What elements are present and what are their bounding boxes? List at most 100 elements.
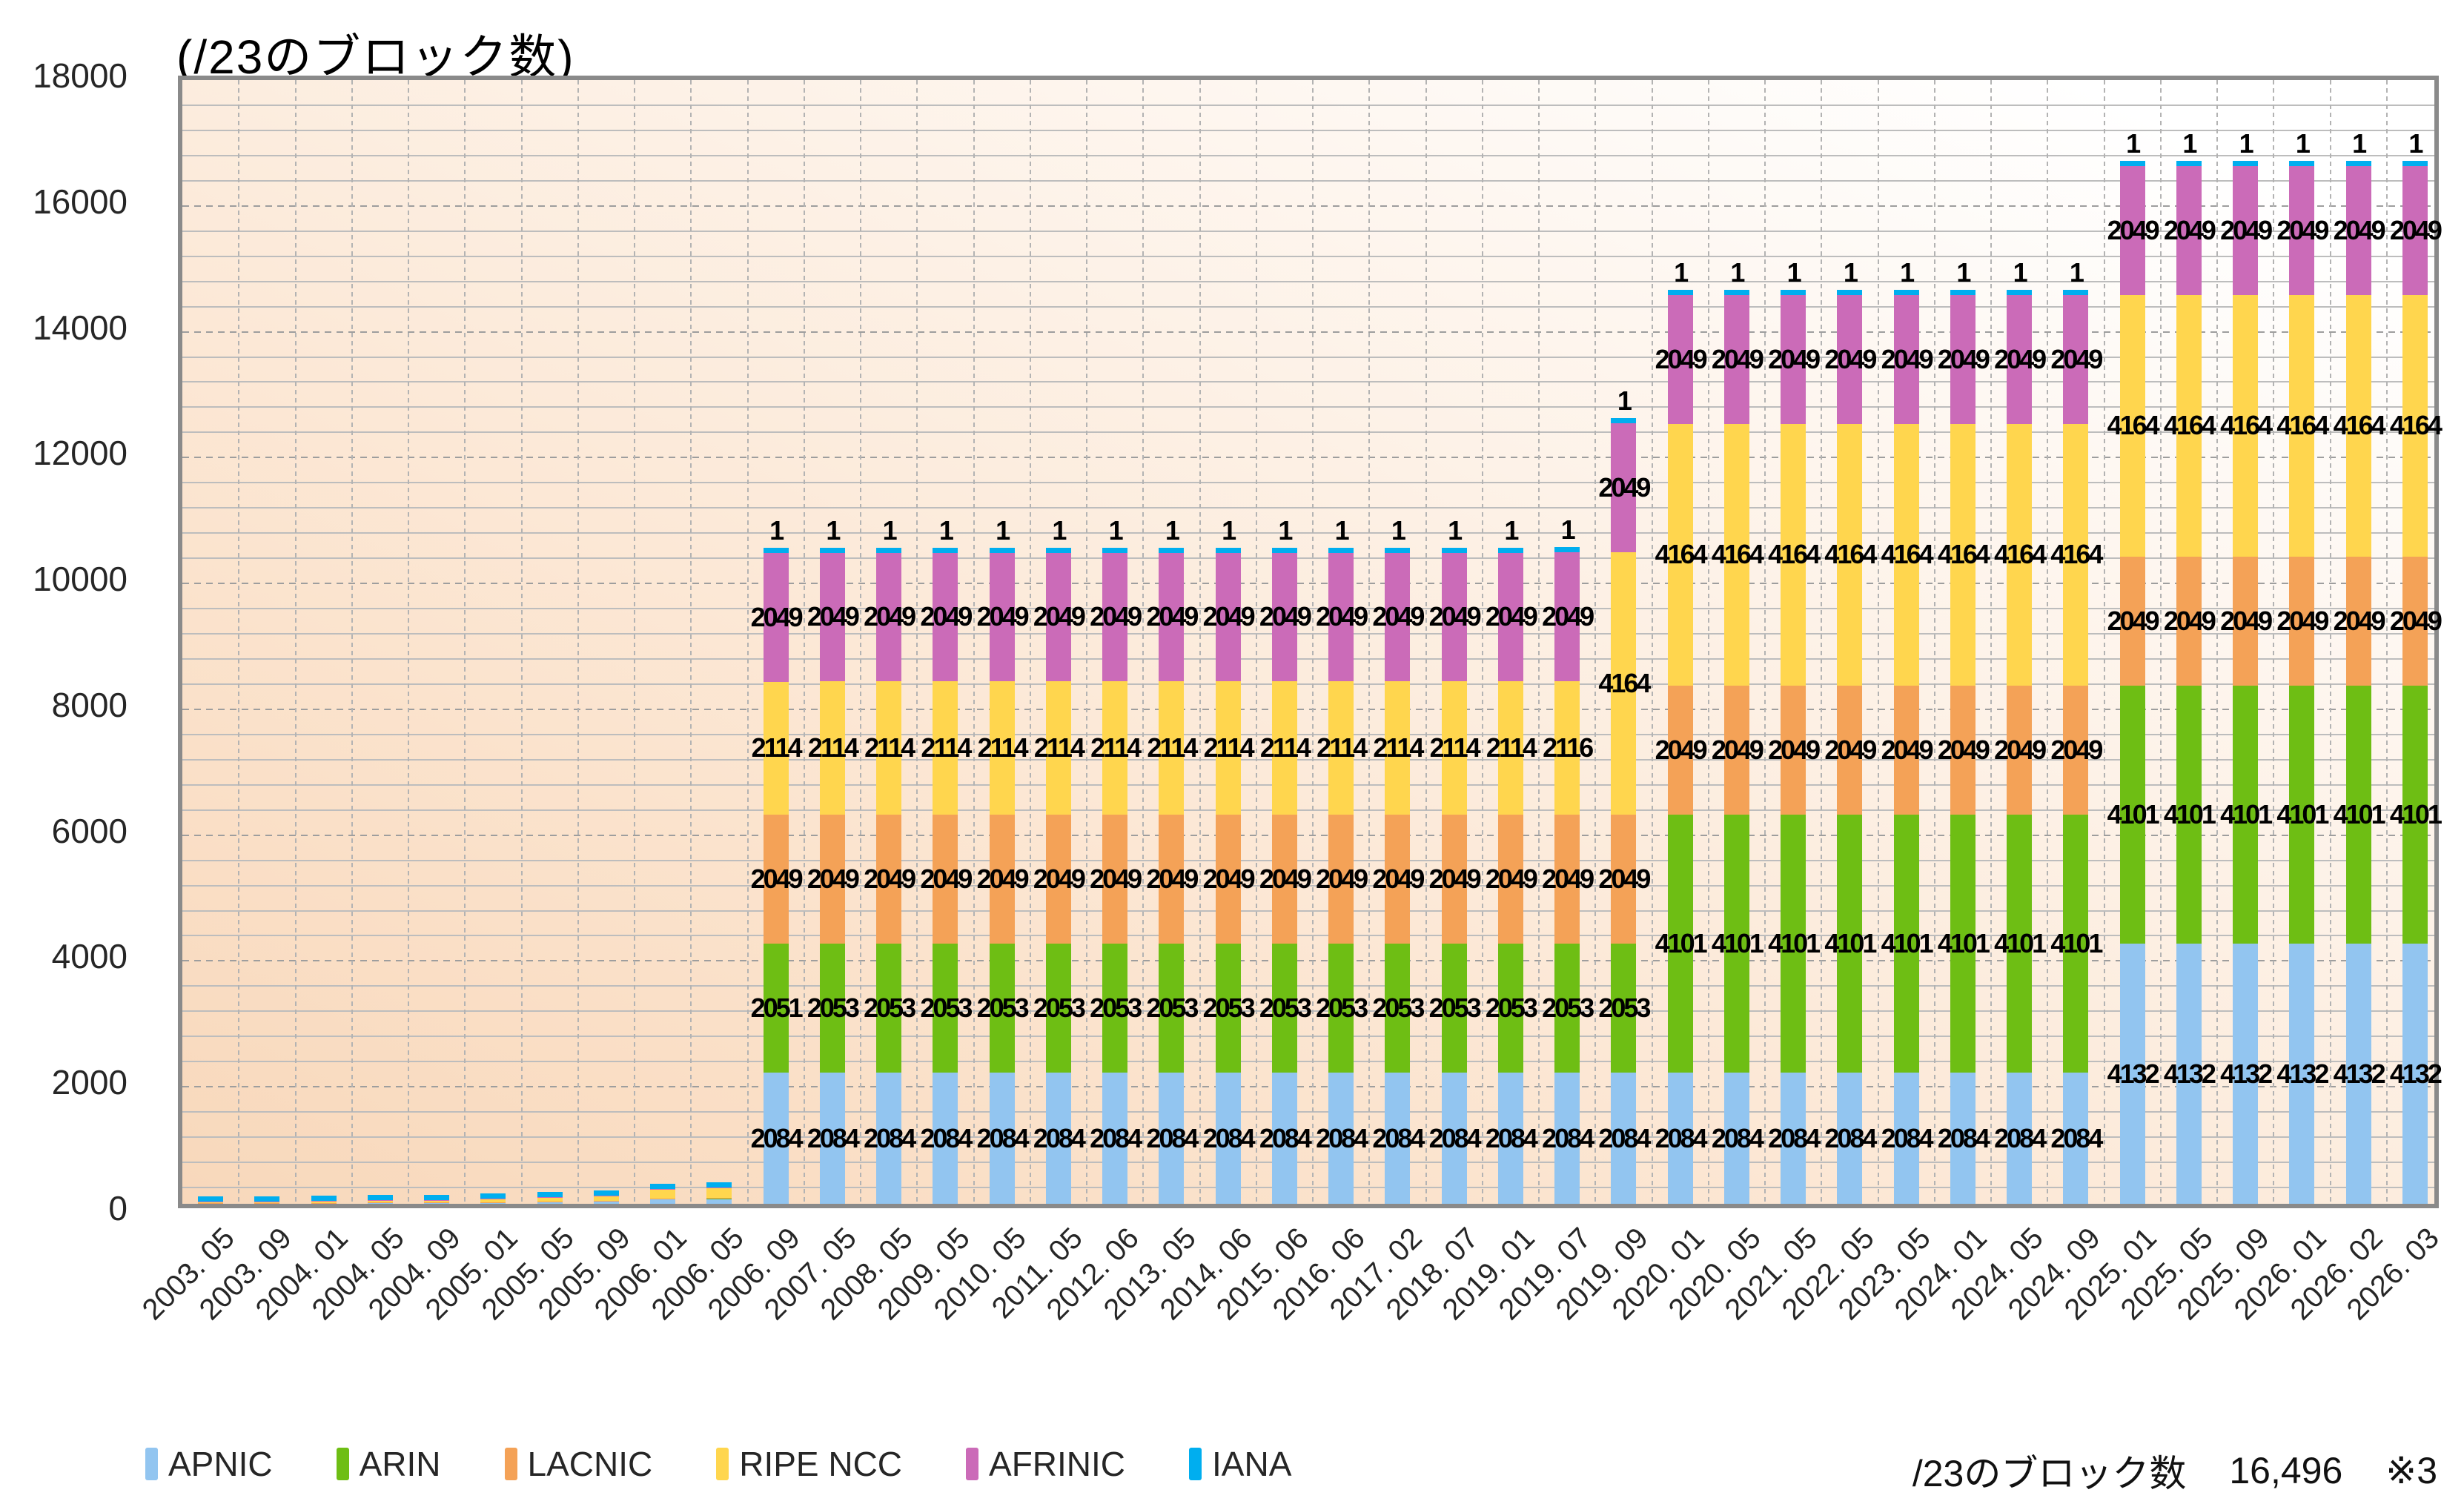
vertical-gridline	[1707, 80, 1709, 1204]
bar-segment-apnic	[311, 1202, 337, 1204]
bar-segment-ripe-ncc	[2289, 294, 2315, 557]
minor-gridline	[182, 809, 2434, 811]
bar-segment-arin	[2176, 686, 2202, 944]
bar-segment-apnic	[819, 1073, 845, 1204]
bar-value-label: 2049	[1146, 601, 1199, 632]
bar-value-label: 2049	[1768, 735, 1821, 765]
bar-value-label: 2049	[1824, 735, 1877, 765]
bar-value-label: 2114	[921, 732, 972, 763]
bar-value-label: 2049	[1824, 343, 1877, 374]
bar-value-label: 2049	[1598, 863, 1651, 894]
bar-value-label: 4164	[2333, 410, 2386, 441]
bar-value-label: 1	[1334, 514, 1350, 546]
bar-value-label: 2049	[750, 864, 804, 895]
footer-total: 16,496	[2229, 1450, 2343, 1491]
bar-value-label: 1	[1617, 385, 1632, 417]
bar-segment-lacnic	[2176, 557, 2202, 686]
bar-value-label: 2049	[1316, 863, 1368, 894]
minor-gridline	[182, 356, 2434, 358]
vertical-gridline	[1142, 80, 1145, 1204]
bar-segment-afrinic	[1159, 552, 1185, 682]
bar-segment-lacnic	[2402, 557, 2428, 686]
bar-segment-afrinic	[1271, 552, 1297, 682]
bar-value-label: 1	[1278, 514, 1293, 546]
minor-gridline	[182, 305, 2434, 308]
bar-value-label: 2049	[2333, 214, 2386, 245]
vertical-gridline	[2329, 80, 2331, 1204]
bar-value-label: 4164	[2107, 410, 2160, 441]
bar-value-label: 2049	[750, 601, 804, 632]
bar-segment-iana	[1723, 289, 1749, 295]
bar-value-label: 2049	[1146, 863, 1199, 894]
bar-segment-apnic	[1271, 1073, 1297, 1204]
minor-gridline	[182, 733, 2434, 735]
vertical-gridline	[803, 80, 805, 1204]
bar-segment-lacnic	[2233, 557, 2259, 686]
bar-segment-ripe-ncc	[254, 1201, 280, 1203]
bar-value-label: 2049	[1881, 735, 1934, 765]
bar-value-label: 2084	[1937, 1122, 1990, 1153]
bar-segment-iana	[876, 547, 902, 553]
bar-segment-ripe-ncc	[1102, 681, 1128, 815]
bar-segment-arin	[1497, 943, 1523, 1073]
vertical-gridline	[1199, 80, 1201, 1204]
bar-value-label: 2053	[807, 992, 860, 1023]
bar-value-label: 2049	[1259, 601, 1312, 632]
bar-value-label: 2084	[1372, 1122, 1425, 1153]
bar-value-label: 2049	[1428, 601, 1482, 632]
y-axis-tick-label: 12000	[33, 434, 127, 473]
minor-gridline	[182, 104, 2434, 106]
legend-item-arin: ARIN	[336, 1444, 441, 1484]
bar-value-label: 4164	[2276, 410, 2329, 441]
bar-value-label: 1	[1052, 514, 1067, 546]
bar-value-label: 2049	[1994, 343, 2047, 374]
bar-segment-apnic	[1328, 1073, 1354, 1204]
bar-value-label: 4132	[2163, 1058, 2216, 1089]
bar-segment-afrinic	[1837, 294, 1863, 424]
bar-value-label: 4101	[1768, 928, 1821, 959]
bar-value-label: 2114	[1317, 732, 1368, 763]
vertical-gridline	[1312, 80, 1314, 1204]
bar-segment-lacnic	[1441, 814, 1467, 944]
bar-segment-lacnic	[1045, 814, 1071, 944]
bar-value-label: 2049	[2163, 606, 2216, 637]
minor-gridline	[182, 1111, 2434, 1113]
bar-value-label: 1	[2352, 127, 2367, 159]
bar-value-label: 2053	[1542, 992, 1594, 1023]
bar-value-label: 2049	[1259, 863, 1312, 894]
bar-value-label: 2049	[1372, 601, 1425, 632]
bar-segment-ripe-ncc	[2063, 423, 2089, 686]
bar-segment-arin	[2007, 814, 2033, 1073]
bar-value-label: 2084	[1598, 1122, 1651, 1153]
bar-value-label: 4132	[2276, 1058, 2329, 1089]
bar-value-label: 2084	[1485, 1122, 1538, 1153]
bar-segment-ripe-ncc	[1045, 681, 1071, 815]
bar-segment-apnic	[1385, 1073, 1411, 1204]
bar-value-label: 4164	[2389, 410, 2443, 441]
bar-segment-iana	[1781, 289, 1806, 295]
bar-value-label: 1	[1674, 256, 1689, 288]
bar-value-label: 2049	[2050, 343, 2103, 374]
bar-segment-iana	[1611, 418, 1637, 424]
bar-segment-iana	[1102, 547, 1128, 553]
bar-value-label: 2049	[976, 863, 1030, 894]
bar-segment-iana	[1271, 547, 1297, 553]
minor-gridline	[182, 1187, 2434, 1189]
bar-value-label: 1	[996, 514, 1010, 546]
bar-segment-arin	[1441, 943, 1467, 1073]
bar-value-label: 2049	[2107, 606, 2160, 637]
bar-segment-iana	[593, 1190, 619, 1196]
bar-value-label: 2049	[1202, 863, 1256, 894]
bar-value-label: 2084	[1090, 1122, 1142, 1153]
bar-value-label: 2053	[1090, 992, 1142, 1023]
bar-segment-ripe-ncc	[1611, 552, 1637, 815]
bar-segment-apnic	[2289, 944, 2315, 1204]
bar-segment-iana	[1950, 289, 1975, 295]
bar-value-label: 4101	[2107, 799, 2160, 830]
bar-segment-iana	[2233, 160, 2259, 166]
minor-gridline	[182, 935, 2434, 937]
bar-segment-arin	[1554, 943, 1580, 1073]
legend-item-ripe-ncc: RIPE NCC	[716, 1444, 902, 1484]
bar-value-label: 4101	[1824, 928, 1877, 959]
bar-segment-lacnic	[1667, 686, 1693, 815]
